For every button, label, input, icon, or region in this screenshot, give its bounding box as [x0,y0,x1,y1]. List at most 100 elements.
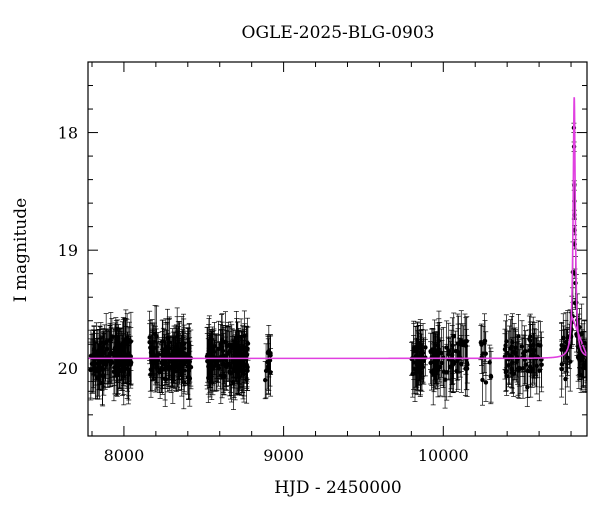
data-point [428,360,433,366]
model-curve [88,97,587,360]
data-point [415,358,421,364]
x-tick-label: 10000 [418,446,469,465]
data-point [563,376,568,382]
data-point [154,365,159,371]
data-points [88,122,587,410]
data-point [181,350,186,356]
data-point [115,341,121,346]
data-point [488,373,494,379]
data-point [415,369,420,374]
data-point [89,361,95,367]
data-point [263,377,268,383]
data-point [464,366,470,371]
x-tick-label: 8000 [104,446,145,465]
data-point [148,345,153,350]
data-point [527,336,532,342]
data-point [240,344,245,350]
data-point [210,347,215,353]
data-point [434,364,439,369]
data-point [107,338,113,343]
data-point [237,358,242,364]
data-point [520,351,526,356]
data-point [577,358,582,363]
data-point [561,335,566,341]
data-point [559,362,565,367]
data-point [528,343,533,349]
y-tick-label: 19 [58,241,78,260]
data-point [516,366,522,372]
data-point [147,335,152,340]
data-point [539,362,544,367]
data-point [150,350,155,356]
data-point [120,367,125,372]
data-point [206,375,211,381]
data-point [123,337,129,342]
data-point [525,385,530,390]
data-point [575,354,581,360]
data-point [125,361,130,366]
data-point [214,360,220,365]
data-point [221,373,226,378]
data-point [218,342,223,347]
data-point [97,364,102,370]
data-point [446,352,451,357]
data-point [508,346,513,351]
data-point [263,368,269,374]
data-point [516,334,521,339]
data-point [523,362,529,367]
data-point [568,359,573,364]
data-point [450,352,455,358]
data-point [534,363,540,369]
y-tick-label: 20 [58,359,78,378]
data-point [160,339,165,344]
data-point [154,333,159,339]
data-point [439,360,445,366]
data-point [159,366,164,371]
data-point [459,361,464,367]
x-axis-label: HJD - 2450000 [274,478,402,498]
data-point [216,365,221,371]
data-point [480,377,485,383]
data-point [163,376,168,382]
data-point [483,380,489,385]
data-point [436,346,442,352]
data-point [510,340,515,345]
data-point [98,359,104,365]
data-point [96,353,102,358]
data-point [104,346,110,352]
data-point [413,354,418,359]
data-point [113,334,119,339]
data-point [232,368,238,373]
data-point [177,347,182,353]
data-point [234,343,239,348]
data-point [221,353,227,358]
data-point [507,353,512,358]
axis-ticks: 8000 9000 10000 18 19 20 [58,61,587,465]
data-point [219,337,225,342]
data-point [228,344,234,349]
data-point [172,360,178,365]
data-point [224,358,229,363]
data-point [165,344,170,349]
x-tick-label: 9000 [263,446,304,465]
data-point [224,343,230,349]
data-point [210,358,216,363]
data-point [268,353,273,358]
data-point [244,362,249,368]
data-point [266,348,272,354]
data-point [502,347,508,352]
data-point [242,352,248,357]
data-point [509,366,514,371]
data-point [420,365,426,370]
data-point [431,367,437,373]
y-axis-label: I magnitude [11,198,31,302]
data-point [460,342,466,348]
data-point [563,339,569,345]
data-point [478,340,484,345]
data-point [482,341,487,346]
data-point [418,343,423,348]
data-point [448,364,453,369]
y-tick-label: 18 [58,124,78,143]
data-point [103,361,108,366]
